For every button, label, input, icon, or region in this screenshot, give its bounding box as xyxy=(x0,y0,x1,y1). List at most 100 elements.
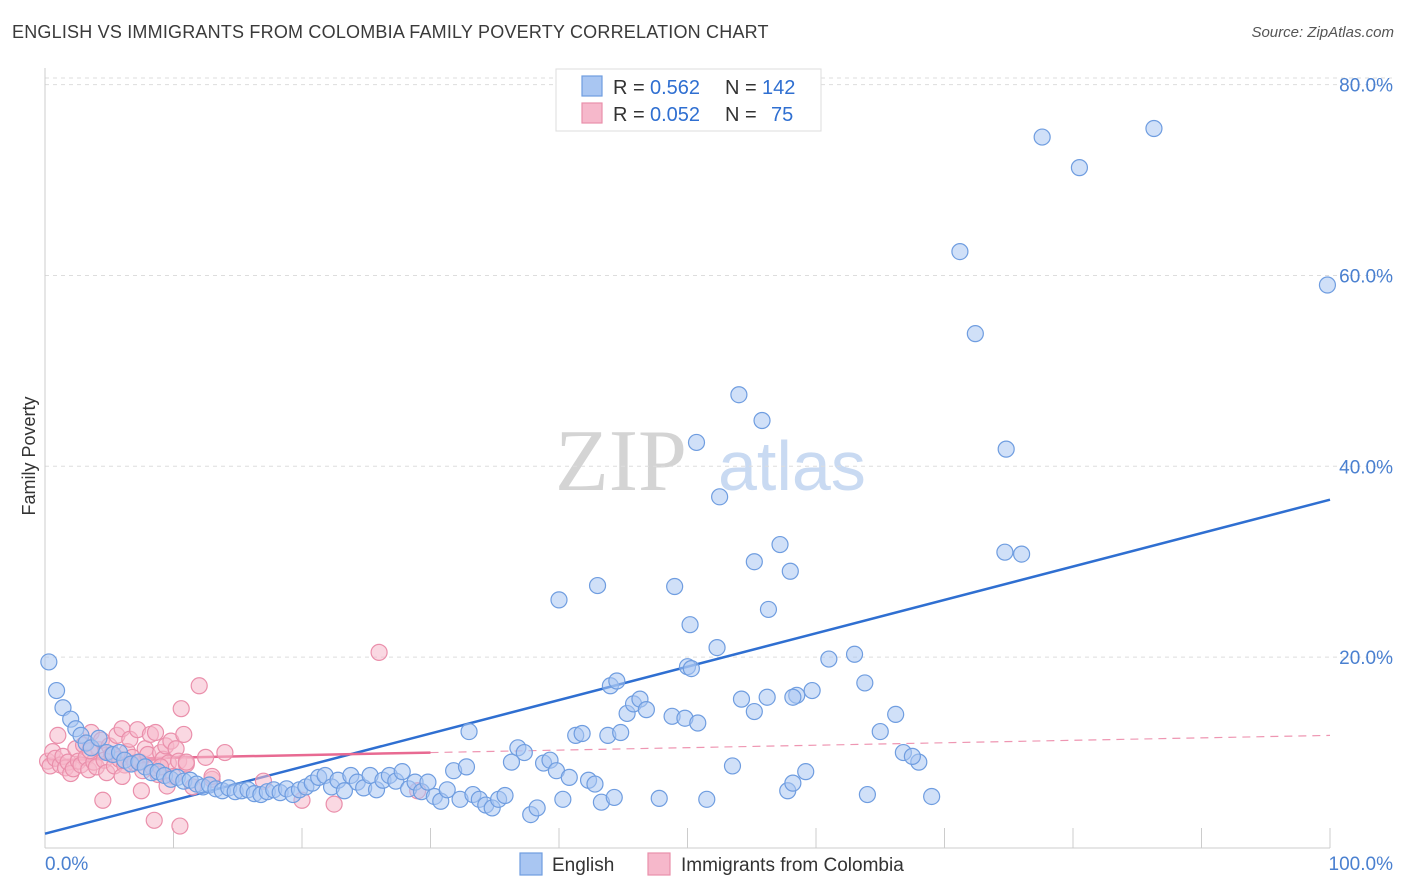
point-english xyxy=(845,645,864,663)
point-english xyxy=(608,672,626,690)
stats-legend-english-r-label: R = xyxy=(613,77,645,99)
point-english xyxy=(858,785,877,804)
point-english xyxy=(588,576,607,595)
point-colombia xyxy=(94,791,112,809)
watermark-zip: ZIP xyxy=(555,413,687,510)
point-english xyxy=(996,543,1014,561)
stats-legend-colombia-r-label: R = xyxy=(613,104,645,126)
point-colombia xyxy=(175,725,193,744)
point-english xyxy=(1070,159,1089,177)
point-english xyxy=(856,674,874,692)
point-english xyxy=(759,600,778,619)
point-english xyxy=(528,799,546,817)
stats-legend-colombia-n-label: N = xyxy=(725,104,757,126)
point-english xyxy=(438,781,456,799)
point-english xyxy=(554,790,572,808)
point-english xyxy=(460,722,478,741)
stats-legend-english-n-label: N = xyxy=(725,77,757,99)
point-english xyxy=(457,758,476,776)
point-english xyxy=(419,773,437,791)
point-english xyxy=(689,714,707,732)
point-english xyxy=(797,763,815,781)
point-english xyxy=(784,688,802,706)
y-tick-label-20: 20.0% xyxy=(1339,648,1393,669)
axes xyxy=(44,68,1331,849)
point-english xyxy=(730,386,748,404)
point-english xyxy=(682,659,700,678)
x-tick-label-0: 0.0% xyxy=(45,854,88,875)
point-english xyxy=(758,688,776,706)
y-tick-label-60: 60.0% xyxy=(1339,266,1393,287)
stats-legend-english-r-value: 0.562 xyxy=(650,77,700,99)
point-english xyxy=(40,653,58,671)
point-english xyxy=(1012,545,1031,563)
point-colombia xyxy=(113,767,131,786)
legend-colombia-swatch xyxy=(647,852,671,876)
point-english xyxy=(1318,276,1337,294)
stats-legend-english-swatch xyxy=(581,75,603,97)
point-english xyxy=(708,639,726,657)
gridlines xyxy=(45,77,1392,658)
point-colombia xyxy=(325,795,343,813)
point-english xyxy=(997,440,1015,458)
point-colombia xyxy=(171,817,189,835)
point-english xyxy=(711,488,729,506)
point-english xyxy=(650,789,668,807)
point-colombia xyxy=(49,726,67,744)
point-english xyxy=(637,701,655,719)
point-english xyxy=(771,535,789,554)
point-english xyxy=(550,591,568,609)
point-english xyxy=(732,690,751,708)
stats-legend-english-n-value: 142 xyxy=(762,77,795,99)
series-legend: English Immigrants from Colombia xyxy=(519,852,904,876)
stats-legend: R = 0.562 N = 142 R = 0.052 N = 75 xyxy=(555,68,822,132)
x-tick-label-100: 100.0% xyxy=(1329,854,1394,875)
point-english xyxy=(502,753,521,771)
series-english-points xyxy=(40,119,1337,824)
point-english xyxy=(781,562,799,580)
stats-legend-colombia-swatch xyxy=(581,102,603,124)
stats-legend-colombia-r-value: 0.052 xyxy=(650,104,700,126)
point-english xyxy=(687,433,706,452)
point-english xyxy=(887,705,905,724)
point-english xyxy=(573,724,591,743)
point-english xyxy=(393,763,411,781)
point-english xyxy=(753,411,771,430)
point-english xyxy=(1145,119,1163,138)
legend-english-label: English xyxy=(552,855,614,876)
point-english xyxy=(335,782,354,800)
legend-english-swatch xyxy=(519,852,543,876)
point-colombia xyxy=(197,748,215,766)
point-english xyxy=(496,786,514,805)
point-colombia xyxy=(132,782,150,800)
point-english xyxy=(820,650,838,668)
point-english xyxy=(951,242,969,261)
point-english xyxy=(966,325,984,343)
stats-legend-colombia-n-value: 75 xyxy=(771,104,793,126)
point-english xyxy=(923,787,941,806)
chart-title: ENGLISH VS IMMIGRANTS FROM COLOMBIA FAMI… xyxy=(12,22,769,42)
point-english xyxy=(745,702,763,721)
y-axis-label: Family Poverty xyxy=(19,396,39,515)
point-english xyxy=(1033,128,1051,146)
chart-source: Source: ZipAtlas.com xyxy=(1251,24,1394,41)
point-colombia xyxy=(145,811,163,829)
point-colombia xyxy=(177,753,195,771)
trend-line-colombia-extension xyxy=(430,734,1331,754)
point-english xyxy=(681,616,699,634)
watermark: ZIP atlas xyxy=(555,413,866,510)
y-tick-label-40: 40.0% xyxy=(1339,457,1393,478)
point-colombia xyxy=(216,743,234,762)
point-english xyxy=(745,553,763,571)
point-english xyxy=(560,768,578,786)
point-english xyxy=(47,681,66,700)
point-english xyxy=(612,723,630,742)
point-colombia xyxy=(370,643,388,661)
point-english xyxy=(784,774,802,792)
point-colombia xyxy=(146,723,165,742)
point-english xyxy=(605,788,623,807)
point-english xyxy=(666,577,684,596)
point-english xyxy=(515,743,533,762)
point-english xyxy=(90,729,108,747)
